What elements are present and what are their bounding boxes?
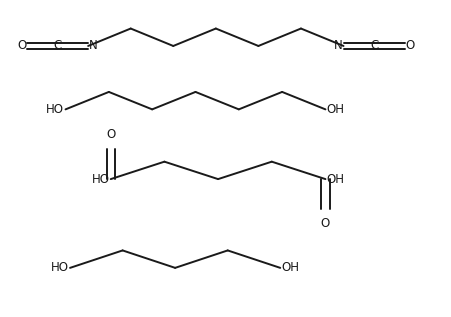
Text: HO: HO xyxy=(91,172,109,186)
Text: N: N xyxy=(334,39,342,53)
Text: O: O xyxy=(320,217,329,230)
Text: O: O xyxy=(17,39,26,53)
Text: OH: OH xyxy=(326,103,344,116)
Text: O: O xyxy=(405,39,414,53)
Text: N: N xyxy=(88,39,97,53)
Text: HO: HO xyxy=(46,103,64,116)
Text: O: O xyxy=(106,128,115,141)
Text: OH: OH xyxy=(281,261,299,275)
Text: HO: HO xyxy=(51,261,69,275)
Text: OH: OH xyxy=(326,172,344,186)
Text: C: C xyxy=(53,39,61,53)
Text: C: C xyxy=(369,39,377,53)
